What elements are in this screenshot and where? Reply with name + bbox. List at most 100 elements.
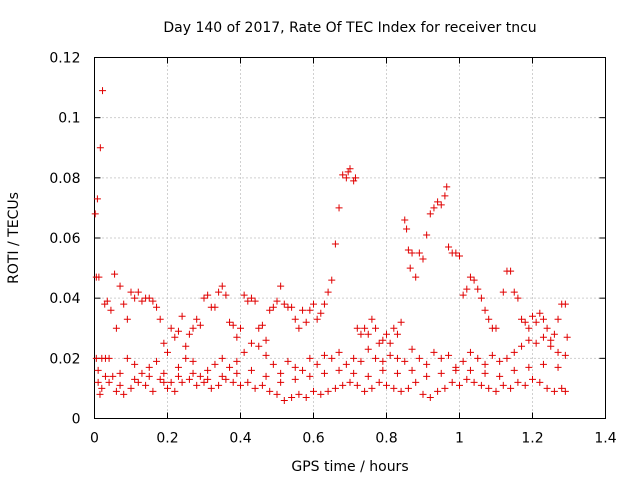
data-point — [518, 315, 526, 323]
data-point — [233, 333, 241, 341]
data-point — [350, 177, 358, 185]
data-point — [262, 336, 270, 344]
data-point — [280, 396, 288, 404]
data-point — [207, 384, 215, 392]
data-point — [109, 372, 117, 380]
data-point — [313, 360, 321, 368]
data-point — [277, 369, 285, 377]
data-point — [361, 387, 369, 395]
data-point — [496, 357, 504, 365]
data-point — [550, 330, 558, 338]
data-point — [262, 351, 270, 359]
data-point — [211, 360, 219, 368]
data-point — [503, 354, 511, 362]
data-point — [229, 378, 237, 386]
data-point — [295, 324, 303, 332]
data-point — [269, 360, 277, 368]
data-point — [218, 354, 226, 362]
data-point — [160, 378, 168, 386]
data-point — [320, 369, 328, 377]
data-point — [174, 327, 182, 335]
data-point — [101, 372, 109, 380]
y-tick-label: 0.08 — [49, 171, 80, 187]
data-point — [441, 384, 449, 392]
data-point — [200, 294, 208, 302]
data-point — [251, 384, 259, 392]
data-point — [339, 171, 347, 179]
data-point — [134, 288, 142, 296]
data-point — [342, 360, 350, 368]
data-point — [310, 300, 317, 308]
data-point — [470, 276, 478, 284]
data-point — [222, 375, 230, 383]
data-point — [361, 324, 369, 332]
data-point — [160, 369, 168, 377]
data-point — [120, 390, 128, 398]
data-point — [145, 372, 153, 380]
data-point — [452, 363, 460, 371]
data-point — [452, 249, 460, 257]
data-point — [185, 330, 193, 338]
data-point — [463, 375, 471, 383]
data-point — [481, 306, 489, 314]
y-tick-label: 0.04 — [49, 291, 80, 307]
data-point — [434, 198, 442, 206]
data-point — [510, 366, 518, 374]
data-point — [477, 381, 485, 389]
data-point — [226, 318, 234, 326]
y-tick-labels: 0 0.02 0.04 0.06 0.08 0.1 0.12 — [49, 51, 80, 428]
data-point — [547, 336, 555, 344]
data-point — [488, 351, 496, 359]
data-point — [306, 354, 314, 362]
data-point — [364, 330, 372, 338]
data-point — [123, 315, 131, 323]
data-point — [262, 372, 270, 380]
data-point — [306, 372, 314, 380]
x-tick-label: 1.2 — [521, 431, 543, 447]
data-point — [466, 348, 474, 356]
data-point — [481, 360, 489, 368]
data-point — [160, 339, 168, 347]
y-tick-label: 0.06 — [49, 231, 80, 247]
data-point — [215, 288, 223, 296]
data-point — [196, 321, 204, 329]
data-point — [189, 369, 197, 377]
data-point — [237, 381, 244, 389]
data-point — [335, 204, 343, 212]
data-point — [368, 384, 376, 392]
data-point — [99, 87, 107, 95]
data-point — [456, 252, 463, 260]
plot-frame — [94, 57, 606, 419]
data-point — [496, 372, 504, 380]
y-tick-label: 0.1 — [58, 111, 80, 127]
data-point — [529, 375, 536, 383]
data-point — [237, 324, 244, 332]
data-point — [233, 369, 241, 377]
data-point — [419, 255, 427, 263]
data-point — [485, 315, 493, 323]
data-point — [403, 225, 411, 233]
data-point — [134, 378, 142, 386]
data-point — [383, 330, 390, 338]
x-tick-label: 1.4 — [594, 431, 616, 447]
data-point — [218, 282, 226, 290]
data-point — [153, 357, 161, 365]
data-point — [174, 372, 182, 380]
data-point — [536, 378, 544, 386]
data-point — [397, 318, 405, 326]
data-point — [466, 273, 474, 281]
data-point — [174, 363, 182, 371]
data-point — [558, 384, 566, 392]
data-point — [145, 363, 153, 371]
data-point — [386, 351, 394, 359]
data-point — [426, 393, 434, 401]
data-point — [408, 345, 416, 353]
data-point — [96, 390, 104, 398]
data-point — [116, 369, 124, 377]
data-point — [525, 324, 533, 332]
y-tick-label: 0 — [72, 412, 81, 428]
data-point — [550, 387, 558, 395]
data-point — [280, 300, 288, 308]
data-point — [346, 165, 354, 173]
